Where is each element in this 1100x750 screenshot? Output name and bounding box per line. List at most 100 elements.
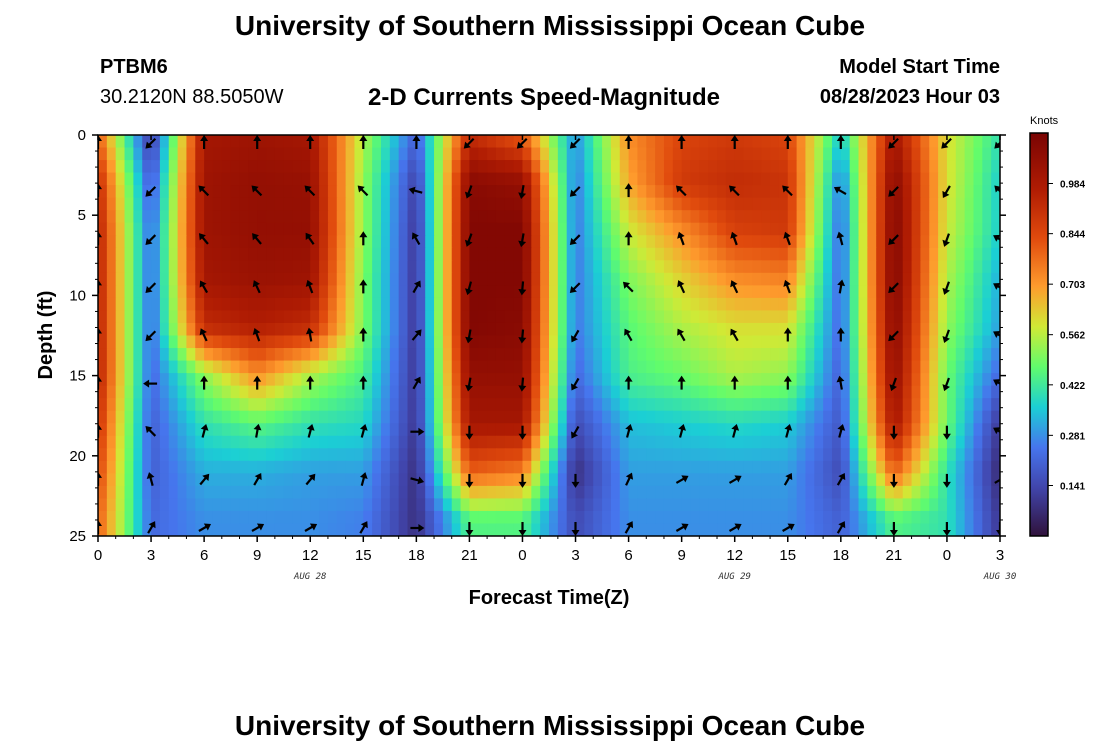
heatmap-cell [354,297,364,312]
current-arrow [253,472,262,486]
heatmap-cell [522,322,532,337]
heatmap-cell [345,135,356,149]
heatmap-cell [115,135,126,149]
heatmap-cell [151,385,161,399]
heatmap-cell [902,360,913,374]
heatmap-cell [540,297,550,312]
heatmap-cell [540,348,550,362]
heatmap-cell [478,523,488,536]
heatmap-cell [929,410,939,424]
heatmap-cell [133,423,143,437]
heatmap-cell [513,460,524,474]
heatmap-cell [549,423,559,437]
heatmap-cell [955,135,966,149]
heatmap-cell [946,485,957,500]
heatmap-cell [416,247,426,261]
current-arrow [200,375,209,390]
current-arrow [359,231,368,246]
heatmap-cell [327,185,338,199]
heatmap-cell [327,473,338,487]
heatmap-cell [938,297,948,312]
heatmap-cell [380,210,391,224]
heatmap-cell [982,523,992,536]
heatmap-cell [787,210,798,224]
heatmap-cell [893,260,904,274]
heatmap-cell [778,348,789,362]
heatmap-cell [628,498,639,512]
heatmap-cell [610,222,621,236]
heatmap-cell [672,448,683,462]
heatmap-cell [204,285,214,299]
heatmap-cell [823,172,833,186]
heatmap-cell [973,398,983,412]
heatmap-cell [133,310,143,324]
heatmap-cell [115,348,126,362]
heatmap-cell [469,297,479,312]
heatmap-cell [637,222,647,236]
heatmap-cell [982,260,992,274]
current-arrow [465,329,473,344]
heatmap-cell [911,448,922,462]
x-tick-label: 15 [779,547,796,564]
heatmap-cell [831,510,842,525]
heatmap-cell [283,197,294,211]
heatmap-cell [858,247,868,261]
heatmap-cell [504,448,515,462]
heatmap-cell [442,460,453,474]
heatmap-cell [336,423,347,437]
heatmap-cell [301,460,311,474]
heatmap-cell [168,473,179,487]
heatmap-cell [575,322,585,337]
heatmap-cell [840,135,851,149]
heatmap-cell [495,435,506,449]
heatmap-cell [743,335,753,349]
heatmap-cell [513,322,524,337]
heatmap-cell [752,322,762,337]
date-label: AUG 29 [717,572,751,582]
heatmap-cell [398,310,409,324]
heatmap-cell [345,360,356,374]
heatmap-cell [584,448,594,462]
heatmap-cell [195,322,205,337]
heatmap-cell [761,360,771,374]
heatmap-cell [407,147,417,161]
heatmap-cell [628,160,639,174]
heatmap-cell [911,222,922,236]
heatmap-cell [734,523,745,536]
heatmap-cell [336,260,347,274]
heatmap-cell [363,385,373,399]
heatmap-cell [840,310,851,324]
heatmap-cell [257,185,267,199]
heatmap-cell [115,385,126,399]
heatmap-cell [478,147,488,161]
heatmap-cell [796,410,807,424]
heatmap-cell [212,373,223,387]
heatmap-cell [124,210,134,224]
heatmap-cell [239,448,249,462]
heatmap-cell [292,460,302,474]
heatmap-cell [168,385,179,399]
heatmap-cell [495,310,506,324]
heatmap-cell [557,485,568,500]
current-arrow [518,329,527,344]
heatmap-cell [372,360,382,374]
heatmap-cell [407,360,417,374]
heatmap-cell [292,485,302,500]
heatmap-cell [849,135,860,149]
current-arrow [408,186,423,195]
heatmap-cell [380,410,391,424]
heatmap-cell [310,322,320,337]
heatmap-cell [690,498,700,512]
heatmap-cell [902,247,913,261]
heatmap-cell [98,348,108,362]
heatmap-cell [982,335,992,349]
heatmap-cell [778,373,789,387]
heatmap-cell [619,448,630,462]
heatmap-cell [628,285,639,299]
heatmap-cell [416,435,426,449]
heatmap-cell [142,510,152,525]
heatmap-cell [663,297,674,312]
heatmap-cell [195,485,205,500]
heatmap-cell [345,485,356,500]
heatmap-cell [708,485,718,500]
